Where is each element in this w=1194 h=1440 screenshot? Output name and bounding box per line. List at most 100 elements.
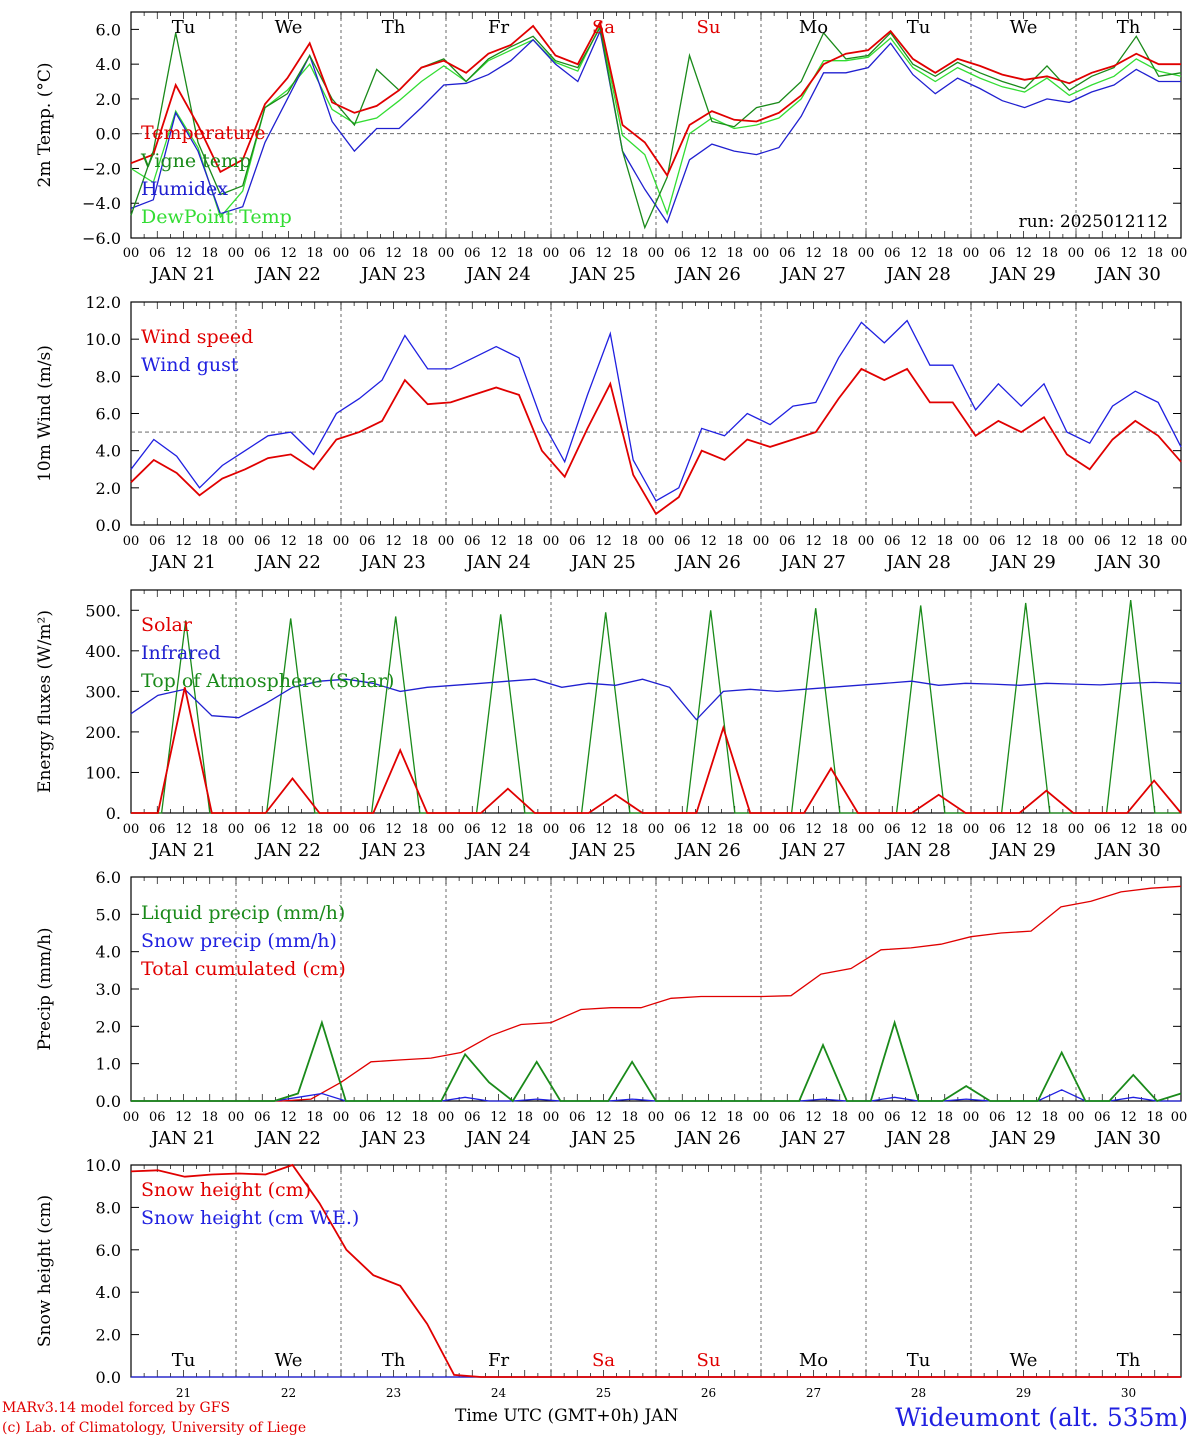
- y-tick-label: 6.0: [96, 405, 121, 424]
- hour-tick-label: 12: [490, 534, 507, 549]
- y-tick-label: 10.0: [85, 1156, 121, 1175]
- legend-entry: Liquid precip (mm/h): [141, 902, 345, 924]
- hour-tick-label: 06: [569, 822, 586, 837]
- hour-tick-label: 00: [438, 534, 455, 549]
- day-number-label: 21: [176, 1386, 191, 1400]
- legend-entry: Total cumulated (cm): [141, 958, 346, 980]
- hour-tick-label: 12: [1120, 534, 1137, 549]
- hour-tick-label: 06: [359, 1110, 376, 1125]
- hour-tick-label: 00: [648, 246, 665, 261]
- hour-tick-label: 00: [858, 534, 875, 549]
- date-label: JAN 21: [149, 264, 216, 285]
- hour-tick-label: 06: [1094, 534, 1111, 549]
- hour-tick-label: 06: [254, 1110, 271, 1125]
- hour-tick-label: 12: [175, 534, 192, 549]
- hour-tick-label: 06: [674, 534, 691, 549]
- station-title: Wideumont (alt. 535m): [895, 1403, 1188, 1432]
- hour-tick-label: 12: [805, 246, 822, 261]
- date-label: JAN 21: [149, 552, 216, 573]
- weekday-label: Mo: [799, 1350, 828, 1371]
- date-label: JAN 26: [674, 840, 741, 861]
- hour-tick-label: 12: [910, 246, 927, 261]
- hour-tick-label: 00: [333, 534, 350, 549]
- y-tick-label: 100.: [85, 763, 121, 782]
- hour-tick-label: 06: [569, 1110, 586, 1125]
- y-tick-label: 400.: [85, 642, 121, 661]
- hour-tick-label: 00: [1068, 1110, 1085, 1125]
- hour-tick-label: 18: [516, 534, 533, 549]
- hour-tick-label: 06: [779, 534, 796, 549]
- hour-tick-label: 00: [123, 822, 140, 837]
- credit-model: MARv3.14 model forced by GFS: [2, 1400, 231, 1416]
- hour-tick-label: 00: [1171, 246, 1188, 261]
- hour-tick-label: 12: [805, 534, 822, 549]
- hour-tick-label: 12: [595, 822, 612, 837]
- y-tick-label: 5.0: [96, 905, 121, 924]
- hour-tick-label: 00: [858, 246, 875, 261]
- date-label: JAN 23: [359, 840, 426, 861]
- hour-tick-label: 00: [1068, 534, 1085, 549]
- hour-tick-label: 18: [831, 534, 848, 549]
- y-tick-label: 200.: [85, 723, 121, 742]
- weekday-label: Mo: [799, 17, 828, 38]
- run-label: run: 2025012112: [1019, 212, 1168, 232]
- hour-tick-label: 06: [674, 822, 691, 837]
- hour-tick-label: 12: [280, 822, 297, 837]
- date-label: JAN 30: [1094, 1128, 1161, 1149]
- y-tick-label: −2.0: [82, 159, 121, 178]
- hour-tick-label: 12: [385, 1110, 402, 1125]
- hour-tick-label: 18: [306, 1110, 323, 1125]
- date-label: JAN 26: [674, 264, 741, 285]
- y-tick-label: 0.0: [96, 1092, 121, 1111]
- hour-tick-label: 18: [936, 1110, 953, 1125]
- series-line-2-1: [130, 367, 1182, 516]
- hour-tick-label: 00: [333, 1110, 350, 1125]
- weekday-label: Fr: [488, 1350, 509, 1371]
- series-line-1-2: [130, 25, 1182, 230]
- credit-lab: (c) Lab. of Climatology, University of L…: [2, 1420, 307, 1436]
- date-label: JAN 28: [884, 264, 951, 285]
- hour-tick-label: 18: [1146, 246, 1163, 261]
- panel-2: 12.0 10.0 8.0 6.0 4.0 2.0 0.0 10m Wind (m/s) Win…: [35, 293, 1187, 573]
- hour-tick-label: 12: [1015, 1110, 1032, 1125]
- hour-tick-label: 12: [700, 534, 717, 549]
- hour-tick-label: 18: [516, 822, 533, 837]
- date-label: JAN 23: [359, 1128, 426, 1149]
- hour-tick-label: 00: [123, 534, 140, 549]
- y-tick-label: 4.0: [96, 943, 121, 962]
- hour-tick-label: 00: [333, 246, 350, 261]
- legend-entry: Infrared: [141, 642, 221, 664]
- legend-entry: Top of Atmosphere (Solar): [141, 670, 394, 692]
- hour-tick-label: 12: [280, 534, 297, 549]
- weekday-label: Th: [382, 17, 406, 38]
- date-label: JAN 29: [989, 840, 1056, 861]
- y-tick-label: 8.0: [96, 367, 121, 386]
- date-label: JAN 22: [254, 264, 321, 285]
- y-tick-label: 6.0: [96, 20, 121, 39]
- y-tick-label: 2.0: [96, 1017, 121, 1036]
- y-tick-label: 2.0: [96, 90, 121, 109]
- y-tick-label: −6.0: [82, 229, 121, 248]
- hour-tick-label: 06: [884, 822, 901, 837]
- y-tick-label: 2.0: [96, 1326, 121, 1345]
- y-tick-label: 500.: [85, 601, 121, 620]
- weekday-label: Tu: [907, 1350, 931, 1371]
- hour-tick-label: 12: [280, 246, 297, 261]
- hour-tick-label: 12: [385, 822, 402, 837]
- hour-tick-label: 18: [1146, 822, 1163, 837]
- series-line-5-1: [130, 1163, 1181, 1378]
- hour-tick-label: 12: [1120, 246, 1137, 261]
- y-tick-label: −4.0: [82, 194, 121, 213]
- legend-entry: Temperature: [141, 122, 265, 144]
- legend-entry: Snow precip (mm/h): [141, 930, 337, 952]
- weekday-label: Tu: [172, 1350, 196, 1371]
- hour-tick-label: 18: [306, 822, 323, 837]
- y-tick-label: 10.0: [85, 330, 121, 349]
- hour-tick-label: 00: [963, 822, 980, 837]
- date-label: JAN 30: [1094, 552, 1161, 573]
- y-tick-label: 4.0: [96, 55, 121, 74]
- hour-tick-label: 06: [254, 822, 271, 837]
- y-tick-label: 6.0: [96, 1241, 121, 1260]
- hour-tick-label: 12: [595, 1110, 612, 1125]
- hour-tick-label: 00: [1171, 822, 1188, 837]
